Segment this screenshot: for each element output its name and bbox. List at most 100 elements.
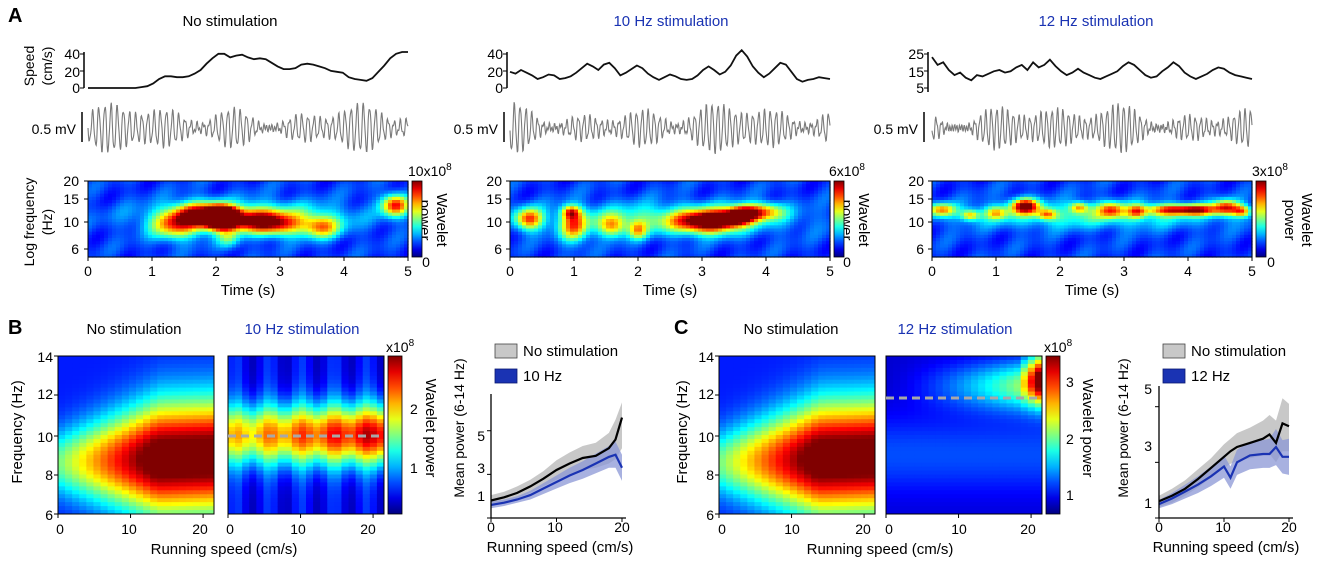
spectrogram-cell [228,196,233,201]
spectrogram-cell [714,193,719,198]
spectrogram-cell [762,193,767,198]
spectrogram-cell [826,209,831,214]
spectrogram-cell [136,247,141,252]
spectrogram-cell [264,253,269,258]
spectrogram-cell [722,190,727,195]
spectrogram-cell [730,203,735,207]
spectrogram-cell [766,187,771,192]
spectrogram-cell [264,203,269,207]
spectrogram-cell [638,187,643,192]
spectrogram-cell [530,181,535,185]
spectrogram-cell [100,215,105,220]
spectrogram-cell [1016,196,1021,201]
spectrogram-cell [1068,247,1073,252]
spectrogram-cell [806,203,811,207]
spectrogram-cell [240,241,245,245]
spectrogram-cell [328,222,333,226]
spectrogram-cell [754,206,759,211]
spectrogram-cell [602,228,607,233]
spectrogram-cell [742,203,747,207]
spectrogram-cell [810,247,815,252]
spectrogram-cell [554,250,559,255]
spectrogram-cell [308,219,313,223]
spectrogram-cell [200,184,205,188]
spectrogram-cell [1036,181,1041,185]
spectrogram-cell [992,193,997,198]
spectrogram-cell [284,200,289,204]
spectrogram-cell [372,234,377,239]
spectrogram-cell [188,222,193,226]
spectrogram-cell [156,181,161,185]
x-tick: 1 [570,263,578,279]
spectrogram-cell [964,200,969,204]
spectrogram-cell [730,231,735,236]
spectrogram-cell [550,231,555,236]
spectrogram-cell [92,238,97,242]
spectrogram-cell [550,222,555,226]
spectrogram-cell [626,244,631,249]
spectrogram-cell [1044,193,1049,198]
spectrogram-cell [810,187,815,192]
spectrogram-cell [372,215,377,220]
spectrogram-cell [336,228,341,233]
spectrogram-cell [996,200,1001,204]
spectrogram-cell [168,181,173,185]
spectrogram-cell [566,200,571,204]
spectrogram-cell [746,222,751,226]
spectrogram-cell [798,196,803,201]
spectrogram-cell [542,225,547,230]
spectrogram-cell [992,184,997,188]
spectrogram-cell [618,206,623,211]
spectrogram-cell [360,219,365,223]
spectrogram-cell [112,250,117,255]
spectrogram-cell [384,253,389,258]
spectrogram-cell [1084,181,1089,185]
spectrogram-cell [116,203,121,207]
spectrogram-cell [566,215,571,220]
spectrogram-cell [308,231,313,236]
spectrogram-cell [1068,200,1073,204]
spectrogram-cell [790,181,795,185]
spectrogram-cell [248,212,253,217]
spectrogram-cell [630,187,635,192]
spectrogram-cell [802,193,807,198]
spectrogram-cell [108,200,113,204]
spectrogram-cell [336,212,341,217]
spectrogram-cell [758,200,763,204]
spectrogram-cell [682,181,687,185]
spectrogram-cell [1088,193,1093,198]
spectrogram-cell [766,247,771,252]
spectrogram-cell [1036,187,1041,192]
speed-tick: 25 [908,46,924,62]
spectrogram-cell [356,253,361,258]
spectrogram-cell [964,247,969,252]
spectrogram-cell [674,228,679,233]
spectrogram-cell [172,187,177,192]
spectrogram-cell [264,234,269,239]
spectrogram-cell [530,253,535,258]
spectrogram-cell [542,196,547,201]
spectrogram-cell [582,238,587,242]
spectrogram-cell [224,196,229,201]
spectrogram-cell [304,206,309,211]
spectrogram-cell [1088,209,1093,214]
spectrogram-cell [956,238,961,242]
spectrogram-cell [638,222,643,226]
spectrogram-cell [718,209,723,214]
spectrogram-cell [404,250,409,255]
spectrogram-cell [674,219,679,223]
spectrogram-cell [956,250,961,255]
spectrogram-cell [244,206,249,211]
spectrogram-cell [706,187,711,192]
spectrogram-cell [1068,190,1073,195]
spectrogram-cell [522,203,527,207]
spectrogram-cell [666,225,671,230]
spectrogram-cell [388,225,393,230]
spectrogram-cell [272,222,277,226]
spectrogram-cell [120,238,125,242]
spectrogram-cell [1012,253,1017,258]
spectrogram-cell [702,206,707,211]
spectrogram-cell [738,203,743,207]
spectrogram-cell [634,187,639,192]
spectrogram-cell [940,231,945,236]
